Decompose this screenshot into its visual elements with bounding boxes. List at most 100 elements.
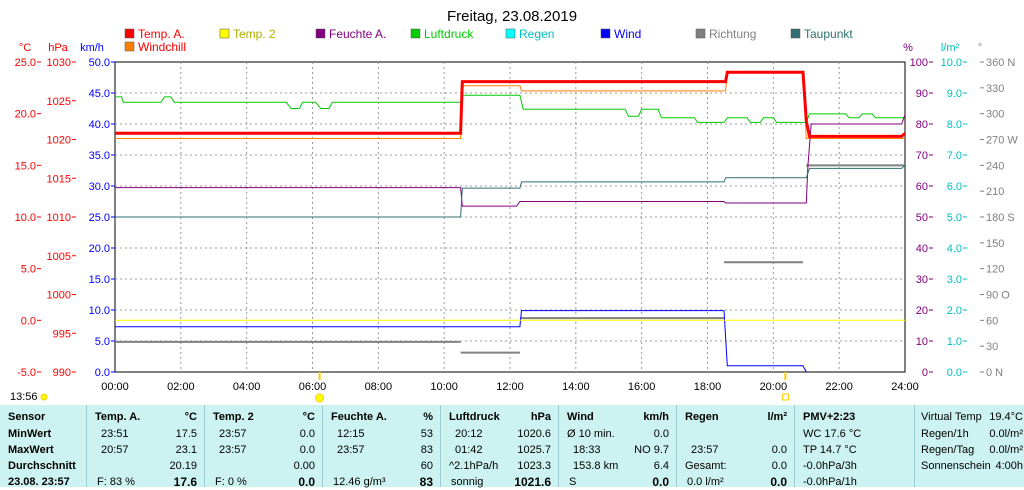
wind-tick-label: 35.0 [89,150,110,162]
temp-a-avg: 20.19 [169,460,197,472]
x-tick-label: 02:00 [167,381,195,393]
feuchte-max-time: 23:57 [337,444,365,456]
luftdruck-header: Luftdruck [449,411,500,423]
temp-tick-label: 25.0 [15,57,36,69]
direction-tick-label: 90 O [986,290,1010,302]
legend-label: Richtung [709,27,756,41]
series-temp-a [115,70,907,138]
pmv-header: PMV+2:23 [803,411,856,423]
humidity-tick-label: 20 [916,305,928,317]
legend-swatch [219,28,230,39]
humidity-tick-label: 100 [910,57,928,69]
sun-markers [40,372,789,403]
pmv-column: PMV+2:23 WC 17.6 °C TP 14.7 °C -0.0hPa/3… [794,405,915,488]
wind-max-time: 18:33 [573,444,601,456]
humidity-tick-label: 80 [916,119,928,131]
temp-2-header: Temp. 2 [213,411,254,423]
pressure-tick-label: 1025 [47,96,71,108]
virtual-temp-label: Virtual Temp [921,411,982,423]
legend-label: Feuchte A. [329,27,386,41]
rain-day-value: 0.0l/m² [989,444,1023,456]
pmv-pressure-1h: -0.0hPa/1h [803,476,857,488]
temp-2-cur-pre: F: 0 % [215,476,247,488]
row-label-current: 23.08. 23:57 [8,476,70,488]
wind-tick-label: 0.0 [95,367,110,379]
direction-tick-label: 270 W [986,135,1018,147]
rain-unit-label: l/m² [941,42,960,54]
rain-tick-label: 6.0 [947,181,962,193]
direction-tick-label: 360 N [986,57,1015,69]
direction-tick-label: 0 N [986,367,1003,379]
temp-a-header: Temp. A. [95,411,141,423]
rain-tick-label: 2.0 [947,305,962,317]
luftdruck-max-time: 01:42 [455,444,483,456]
pressure-tick-label: 1000 [47,290,71,302]
temp-a-current: 17.6 [173,475,197,489]
luftdruck-max: 1025.7 [517,444,551,456]
wind-tick-label: 45.0 [89,88,110,100]
temp-a-column: Temp. A. °C 23:51 17.5 20:57 23.1 20.19 F: … [86,405,205,489]
direction-unit-label: ° [978,42,982,54]
pressure-tick-label: 1010 [47,212,71,224]
legend-swatch [505,28,516,39]
regen-current: 0.0 [770,475,787,489]
legend-swatch [790,28,801,39]
x-tick-label: 16:00 [628,381,656,393]
temp-tick-label: 20.0 [15,109,36,121]
row-label-max: MaxWert [8,444,54,456]
direction-tick-label: 240 [986,160,1004,172]
legend-swatch [124,41,135,52]
weather-chart: Freitag, 23.08.2019 Temp. A. Temp. 2 Feuch… [10,8,1018,403]
wind-tick-label: 50.0 [89,57,110,69]
temp-2-avg: 0.00 [293,460,315,472]
x-tick-label: 00:00 [101,381,129,393]
temp-unit-label: °C [19,42,31,54]
data-series [115,70,907,373]
x-tick-label: 24:00 [891,381,919,393]
x-tick-label: 04:00 [233,381,261,393]
pressure-unit-label: hPa [48,42,68,54]
luftdruck-column: Luftdruck hPa 20:12 1020.6 01:42 1025.7 ^2.… [440,405,559,489]
series-wind [115,310,807,373]
humidity-unit-label: % [903,42,913,54]
temp-a-cur-pre: F: 83 % [97,476,135,488]
rain-1h-value: 0.0l/m² [989,428,1023,440]
wind-min: 0.0 [653,428,669,440]
wind-unit: km/h [643,411,669,423]
wind-max: NO 9.7 [634,444,669,456]
chart-legend: Temp. A. Temp. 2 Feuchte A. Luftdruck Regen W… [124,27,853,54]
direction-tick-label: 210 [986,186,1004,198]
feuchte-min-time: 12:15 [337,428,365,440]
luftdruck-min-time: 20:12 [455,428,483,440]
wind-direction: S [569,476,577,488]
wind-tick-label: 15.0 [89,274,110,286]
feuchte-current: 83 [419,475,433,489]
luftdruck-unit: hPa [530,411,551,423]
rain-tick-label: 0.0 [947,367,962,379]
temp-2-max: 0.0 [299,444,315,456]
temp-a-unit: °C [184,411,197,423]
x-tick-label: 06:00 [299,381,327,393]
start-time-label: 13:56 [10,391,38,403]
pressure-tick-label: 990 [53,367,71,379]
x-tick-label: 20:00 [760,381,788,393]
regen-column: Regen l/m² 23:57 0.0 Gesamt: 0.0 0.0 l/m² 0.… [676,405,795,489]
pmv-dewpoint: TP 14.7 °C [803,444,857,456]
wind-unit-label: km/h [80,42,104,54]
legend-label: Temp. A. [138,27,185,41]
humidity-tick-label: 0 [922,367,928,379]
rain-tick-label: 5.0 [947,212,962,224]
virtual-temp-value: 19.4°C [989,411,1023,423]
temp-tick-label: 15.0 [15,160,36,172]
legend-swatch [600,28,611,39]
wind-tick-label: 10.0 [89,305,110,317]
direction-tick-label: 300 [986,109,1004,121]
pmv-windchill: WC 17.6 °C [803,428,862,440]
regen-unit: l/m² [767,411,787,423]
legend-swatch [124,28,135,39]
pressure-tick-label: 1005 [47,251,71,263]
x-tick-label: 12:00 [496,381,524,393]
humidity-tick-label: 40 [916,243,928,255]
feuchte-cur-pre: 12.46 g/m³ [333,476,386,488]
wind-current: 0.0 [652,475,669,489]
